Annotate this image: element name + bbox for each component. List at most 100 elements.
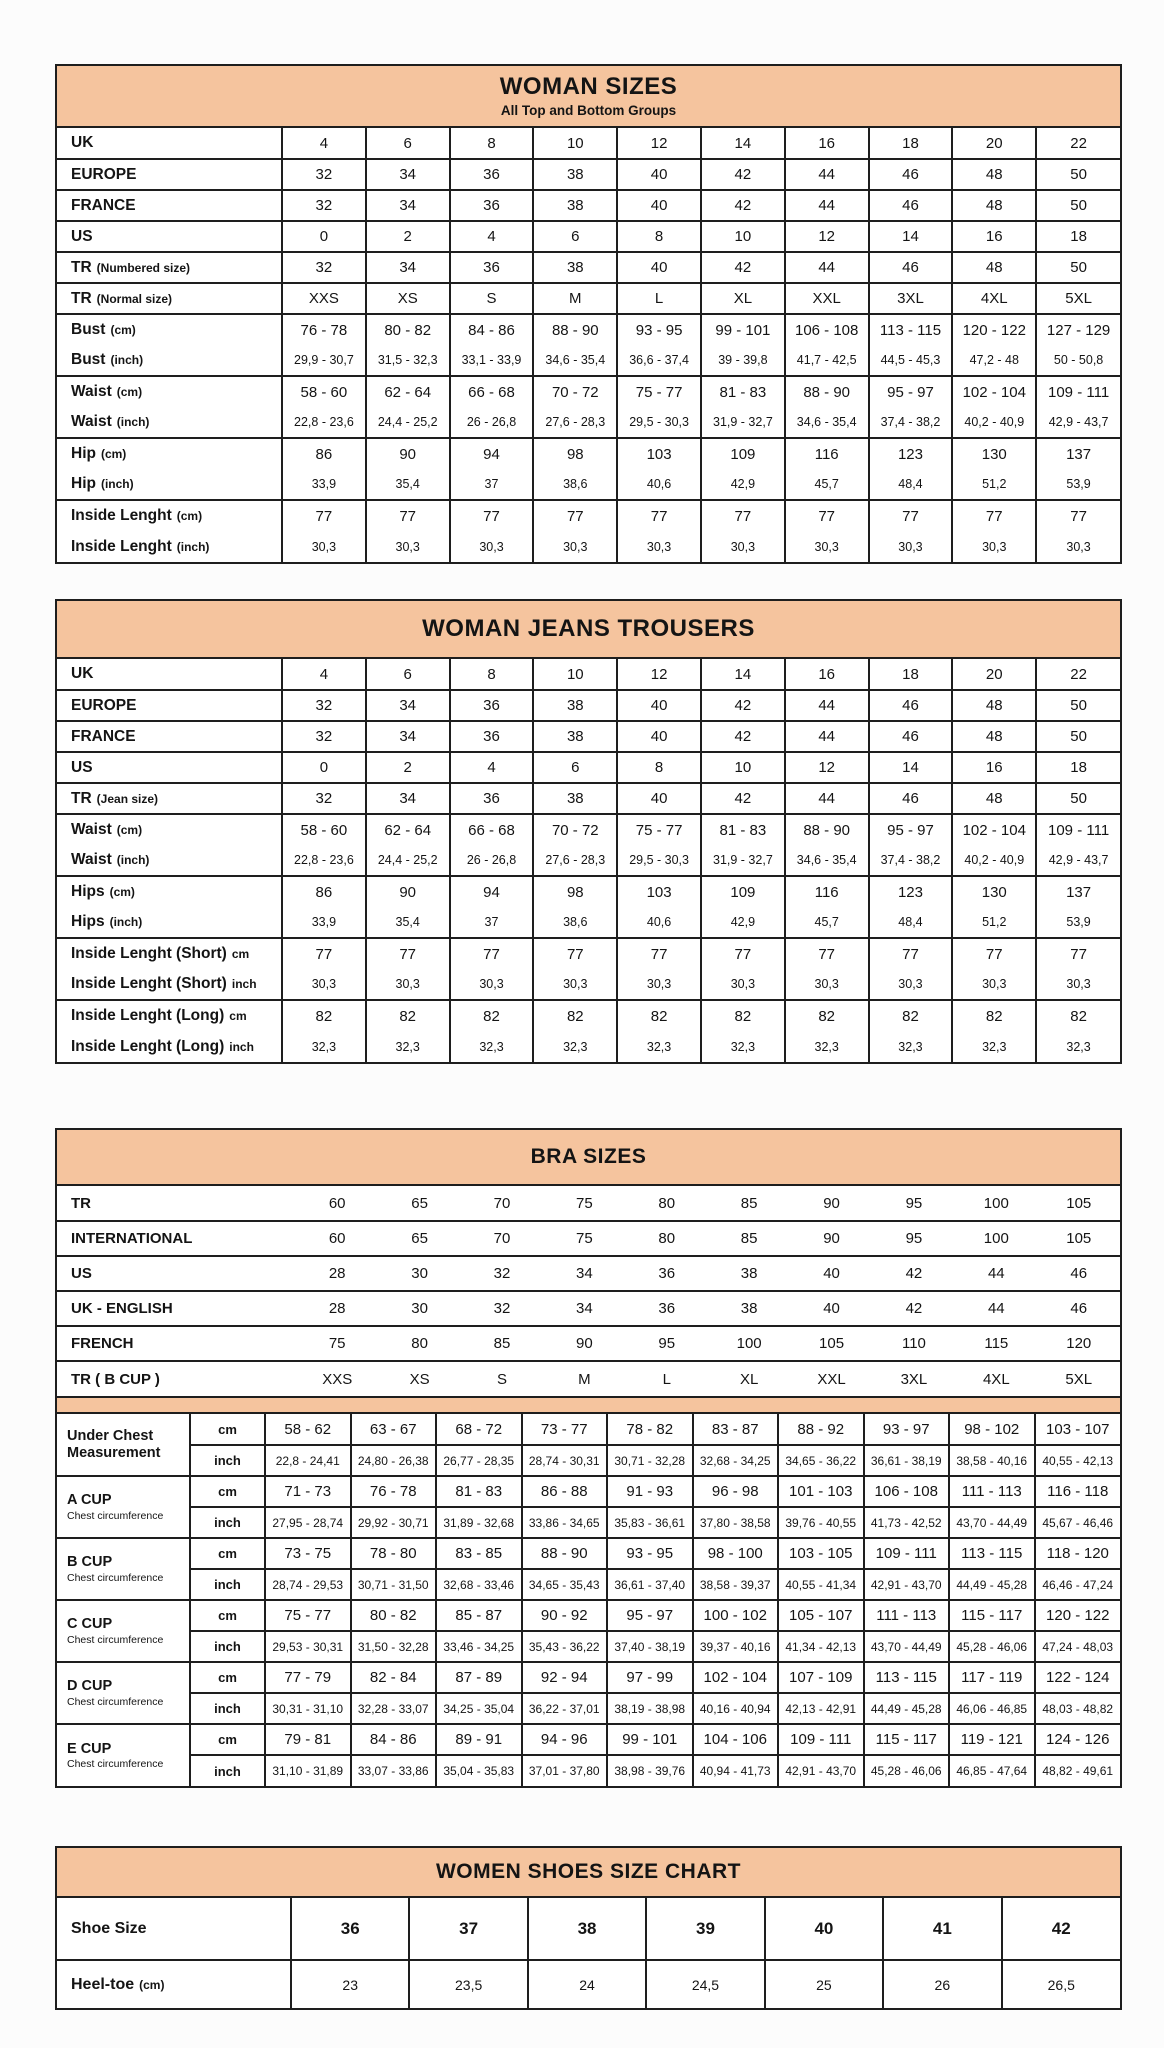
row-label-text: EUROPE xyxy=(71,165,137,183)
row-label-note: cm xyxy=(231,947,250,961)
bra-sizes-table-host: TR 60 65 70 75 80 85 90 95 100 105 INTERNATIONAL 60 6… xyxy=(57,1186,1120,1786)
cell: 32,3 xyxy=(364,1031,450,1062)
cell: 77 xyxy=(448,937,534,969)
table-row: UK - ENGLISH 28 30 32 34 36 38 40 42 44 46 xyxy=(57,1290,1120,1326)
table-row: US 0 2 4 6 8 10 12 14 16 18 xyxy=(57,220,1120,252)
row-label-note: (inch) xyxy=(110,353,144,367)
row-label-text: US xyxy=(71,758,93,776)
cell: 24,4 - 25,2 xyxy=(364,407,450,438)
cell: 32 xyxy=(281,189,366,221)
cell: 40 xyxy=(790,1255,873,1291)
cell: 30 xyxy=(378,1290,461,1326)
cell: 4 xyxy=(281,659,366,690)
cell: 115 xyxy=(955,1325,1038,1361)
cell: 4 xyxy=(281,128,366,159)
cell: 30,3 xyxy=(699,531,785,562)
cell: 106 - 108 xyxy=(783,313,869,345)
cell: 102 - 104 xyxy=(951,375,1037,407)
cell: 42 xyxy=(699,782,785,814)
cell: 50 xyxy=(1035,782,1120,814)
row-label-text: Waist xyxy=(71,413,112,430)
cell: 82 xyxy=(783,999,869,1031)
cell: 28 xyxy=(296,1255,379,1291)
table-row: Inside Lenght (Short) inch 30,3 30,3 30,3 30,… xyxy=(57,969,1120,1000)
row-label-text: US xyxy=(71,227,93,245)
row-label-note: cm xyxy=(229,1009,247,1023)
cell: 90 - 92 xyxy=(520,1599,607,1631)
cell: 103 - 107 xyxy=(1033,1414,1120,1445)
cell: 32,3 xyxy=(616,1031,701,1062)
cell: 24,80 - 26,38 xyxy=(349,1444,436,1476)
cell: 37,40 - 38,19 xyxy=(606,1630,693,1662)
cell: 16 xyxy=(951,751,1037,783)
cell: 77 xyxy=(532,499,618,531)
cell: 33,46 - 34,25 xyxy=(435,1630,522,1662)
cell: 130 xyxy=(951,875,1037,907)
cell: 35,04 - 35,83 xyxy=(435,1754,522,1786)
cell: 95 xyxy=(625,1325,708,1361)
woman-sizes-section: WOMAN SIZES All Top and Bottom Groups UK… xyxy=(55,64,1122,564)
cell: 50 xyxy=(1035,189,1120,221)
table-row: D CUP Chest circumference cm 77 - 79 82 - 84… xyxy=(57,1661,1120,1724)
cell: 119 - 121 xyxy=(948,1723,1035,1755)
cell: M xyxy=(543,1360,626,1396)
cell: 77 - 79 xyxy=(264,1661,351,1693)
cell: 36 xyxy=(289,1898,410,1960)
cell: 34 xyxy=(543,1255,626,1291)
cell: 44 xyxy=(783,158,869,190)
cell: 36 xyxy=(448,158,534,190)
cell: 30,3 xyxy=(616,531,701,562)
cell: 77 xyxy=(281,937,366,969)
cell: 123 xyxy=(867,437,953,469)
cell: 116 xyxy=(783,875,869,907)
cell: 113 - 115 xyxy=(867,313,953,345)
cell: 42,9 xyxy=(699,469,785,500)
cell: 98 - 100 xyxy=(691,1537,778,1569)
cell: 40 xyxy=(616,689,701,721)
cell: 41,7 - 42,5 xyxy=(783,345,869,376)
row-label-text: Inside Lenght (Short) xyxy=(71,945,227,962)
row-label-note: (cm) xyxy=(176,509,203,523)
cell: 10 xyxy=(699,220,785,252)
table-row: Under Chest Measurement cm 58 - 62 63 - 67 6… xyxy=(57,1414,1120,1461)
cell: 100 xyxy=(707,1325,791,1361)
cell: 36 xyxy=(625,1255,708,1291)
row-label-text: Hip xyxy=(71,445,96,462)
cell: 37,01 - 37,80 xyxy=(520,1754,607,1786)
cell: 42 xyxy=(872,1290,956,1326)
cell: 51,2 xyxy=(951,469,1037,500)
cell: 34 xyxy=(364,189,450,221)
row-label: TR (Normal size) xyxy=(57,282,282,314)
row-label: UK xyxy=(57,128,282,159)
cell: 2 xyxy=(364,751,450,783)
cell: 22,8 - 23,6 xyxy=(281,407,366,438)
cell: 77 xyxy=(364,937,450,969)
cell: 31,89 - 32,68 xyxy=(435,1506,522,1538)
cell: 75 - 77 xyxy=(264,1599,351,1631)
cell: 43,70 - 44,49 xyxy=(948,1506,1035,1538)
cell: 98 - 102 xyxy=(948,1414,1035,1445)
cell: 10 xyxy=(532,659,618,690)
cell: 77 xyxy=(783,499,869,531)
cell: 45,28 - 46,06 xyxy=(862,1754,949,1786)
cell: 82 - 84 xyxy=(349,1661,436,1693)
row-label: UK xyxy=(57,659,282,690)
cell: 117 - 119 xyxy=(948,1661,1035,1693)
cell: 44 xyxy=(955,1290,1038,1326)
unit-label: cm xyxy=(189,1723,265,1755)
cell: 30,3 xyxy=(448,531,534,562)
cell: 84 - 86 xyxy=(349,1723,436,1755)
table-row: TR (Normal size) XXS XS S M L XL XXL 3XL 4XL 5XL xyxy=(57,282,1120,314)
cell: 42,9 xyxy=(699,907,785,938)
cell: 36,61 - 38,19 xyxy=(862,1444,949,1476)
bra-sizes-header: BRA SIZES xyxy=(57,1130,1120,1186)
cell: S xyxy=(448,282,534,314)
cell: 18 xyxy=(1035,220,1120,252)
cell: 40 xyxy=(790,1290,873,1326)
cell: 37 xyxy=(448,907,534,938)
row-label-text: Heel-toe xyxy=(71,1975,135,1993)
row-label-sub: Chest circumference xyxy=(67,1633,164,1646)
row-label-note: (Numbered size) xyxy=(96,260,191,275)
row-label: US xyxy=(57,751,282,783)
cell: 30,3 xyxy=(532,531,618,562)
